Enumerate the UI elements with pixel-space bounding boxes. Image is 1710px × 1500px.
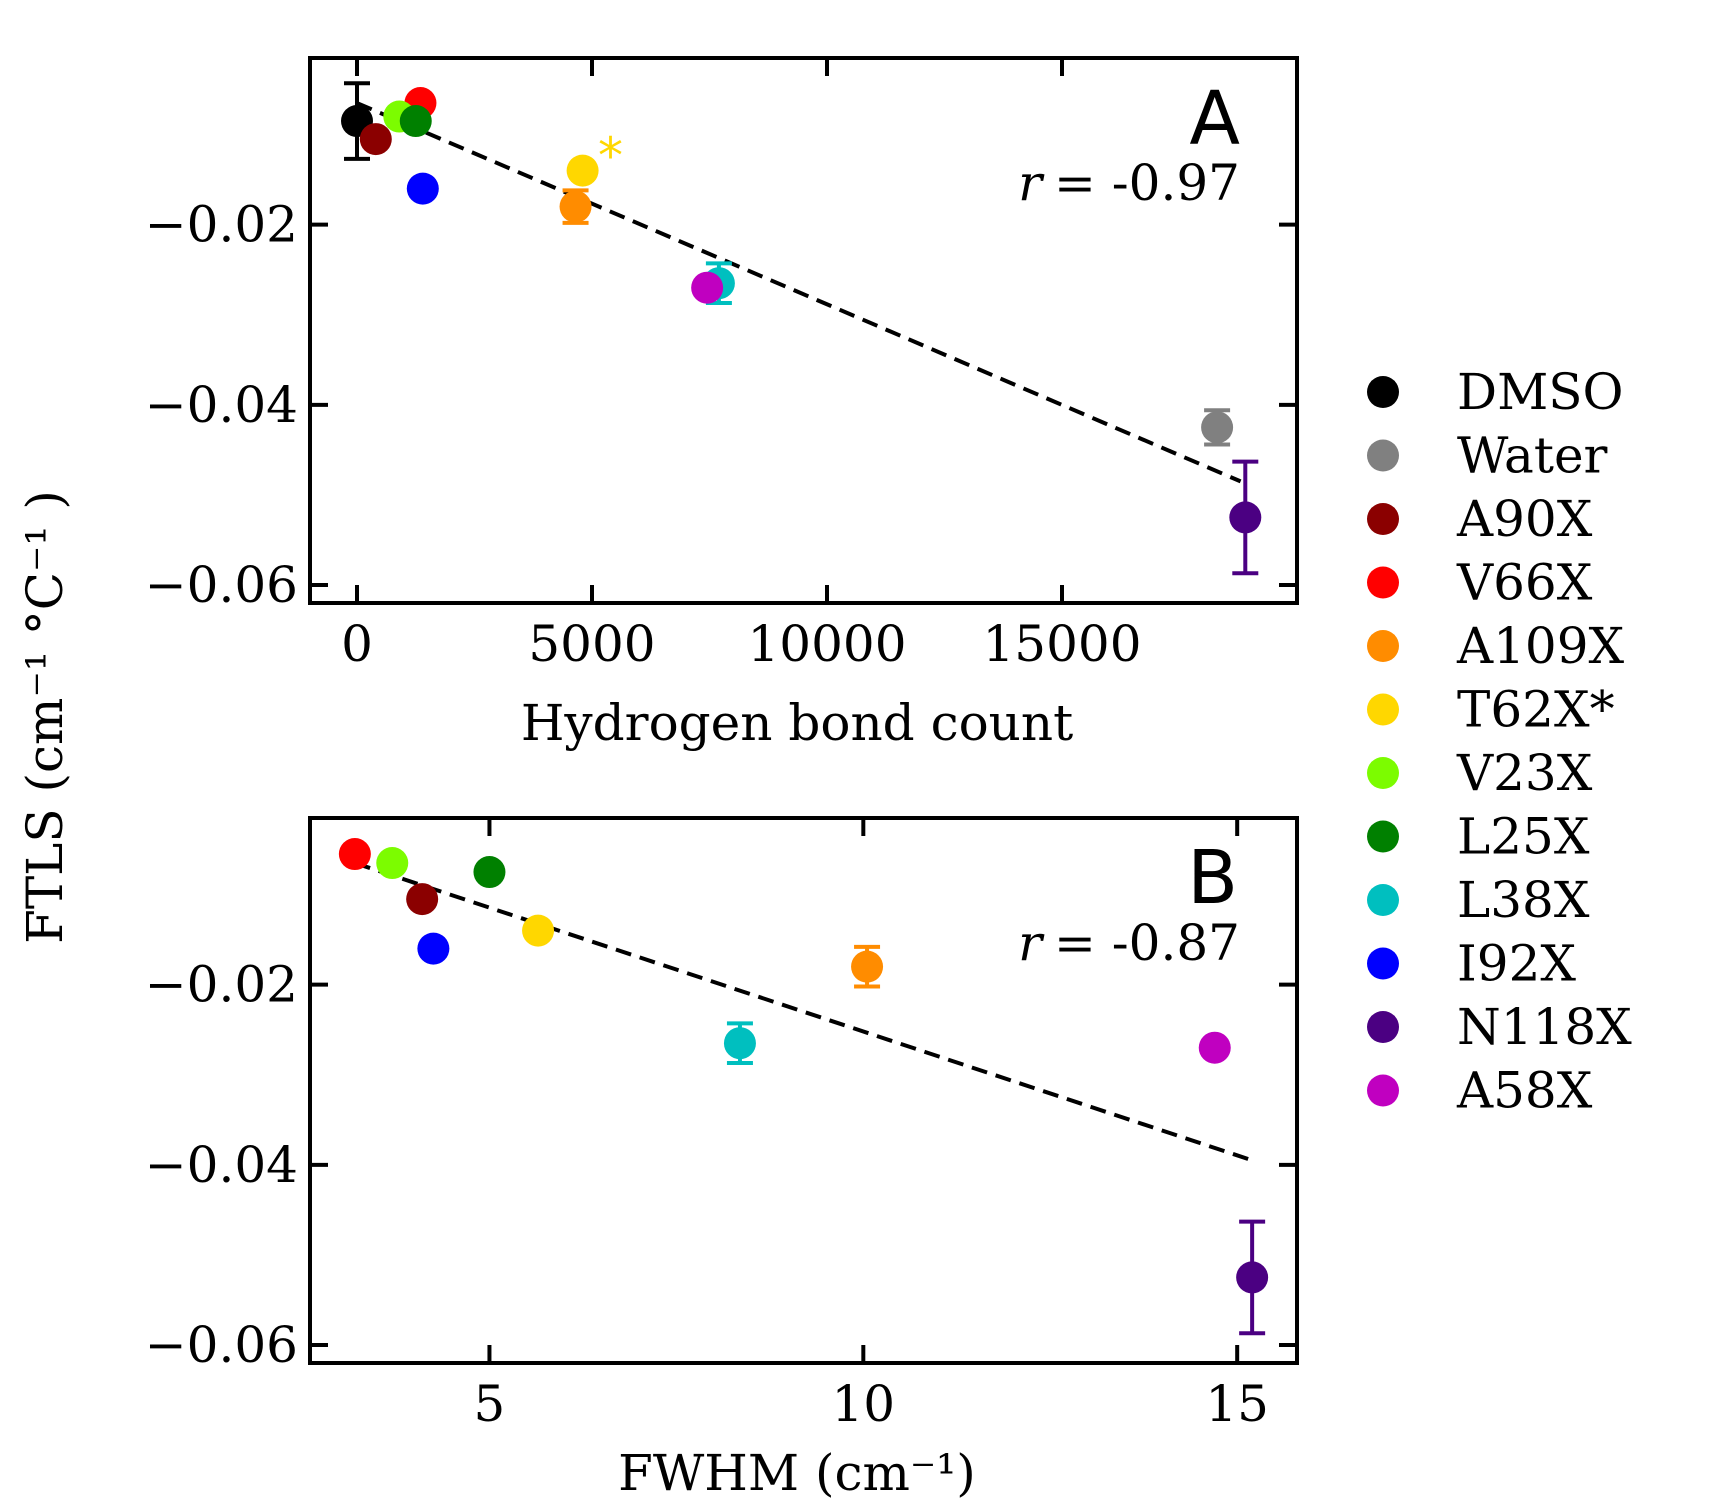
x-tick-labels: 5 10 15 bbox=[474, 1375, 1269, 1433]
legend-label-dmso: DMSO bbox=[1457, 363, 1624, 421]
point-i92x bbox=[406, 172, 439, 205]
legend-marker-n118x bbox=[1367, 1011, 1399, 1043]
panel-a: −0.02 −0.04 −0.06 0 5000 10000 15000 * A r = -… bbox=[145, 56, 1299, 752]
data-points bbox=[341, 81, 1262, 576]
x-tick-label: 10 bbox=[832, 1375, 896, 1433]
y-tick-labels: −0.02 −0.04 −0.06 bbox=[145, 196, 298, 614]
fit-line bbox=[354, 861, 1253, 1163]
y-tick-labels: −0.02 −0.04 −0.06 bbox=[145, 956, 298, 1374]
x-tick-labels: 0 5000 10000 15000 bbox=[341, 615, 1141, 673]
panel-b: −0.02 −0.04 −0.06 5 10 15 B r = -0.87 FWHM (c… bbox=[145, 816, 1299, 1500]
y-tick-label: −0.04 bbox=[145, 376, 298, 434]
legend-marker-i92x bbox=[1367, 947, 1399, 980]
y-tick-label: −0.02 bbox=[145, 196, 298, 254]
r-symbol: r bbox=[1018, 154, 1045, 212]
t62x-star-annotation: * bbox=[598, 127, 623, 185]
point-v66x bbox=[338, 838, 371, 871]
panel-label-a: A bbox=[1189, 76, 1240, 162]
y-tick-label: −0.04 bbox=[145, 1136, 298, 1194]
legend-marker-water bbox=[1367, 439, 1399, 472]
legend-label-t62x: T62X* bbox=[1457, 681, 1615, 739]
legend-marker-t62x bbox=[1367, 693, 1399, 726]
y-tick-label: −0.06 bbox=[145, 1316, 298, 1374]
legend-marker-a90x bbox=[1367, 503, 1399, 535]
legend-label-i92x: I92X bbox=[1457, 935, 1576, 993]
x-tick-label: 5000 bbox=[528, 615, 655, 673]
point-a90x bbox=[406, 883, 439, 916]
fit-line bbox=[356, 101, 1242, 484]
point-a90x bbox=[359, 123, 392, 156]
tick-marks bbox=[310, 818, 1297, 1363]
data-points bbox=[338, 838, 1269, 1336]
legend-label-a90x: A90X bbox=[1456, 490, 1593, 548]
point-t62x bbox=[566, 154, 599, 187]
x-tick-label: 0 bbox=[341, 615, 373, 673]
point-t62x bbox=[522, 914, 555, 947]
x-axis-label-b: FWHM (cm⁻¹) bbox=[618, 1444, 976, 1500]
panel-label-b: B bbox=[1187, 835, 1238, 921]
correlation-label-a: r = -0.97 bbox=[1018, 154, 1240, 212]
legend-label-l25x: L25X bbox=[1457, 808, 1590, 866]
point-a58x bbox=[691, 271, 724, 304]
shared-y-axis-label: FTLS (cm⁻¹ °C⁻¹ ) bbox=[16, 490, 74, 944]
x-tick-label: 5 bbox=[474, 1375, 506, 1433]
plot-frame bbox=[308, 816, 1299, 1365]
x-tick-label: 10000 bbox=[747, 615, 906, 673]
legend-label-v23x: V23X bbox=[1456, 744, 1593, 802]
point-a109x bbox=[851, 950, 884, 983]
point-water bbox=[1201, 411, 1234, 444]
r-symbol: r bbox=[1018, 914, 1045, 972]
tick-marks bbox=[310, 58, 1297, 603]
legend-label-v66x: V66X bbox=[1456, 554, 1593, 612]
x-axis-label-a: Hydrogen bond count bbox=[521, 694, 1073, 752]
legend-label-water: Water bbox=[1457, 427, 1608, 485]
legend-marker-l38x bbox=[1367, 884, 1399, 916]
y-tick-label: −0.06 bbox=[145, 556, 298, 614]
point-a58x bbox=[1198, 1031, 1231, 1064]
legend-label-a109x: A109X bbox=[1456, 617, 1625, 675]
point-l25x bbox=[473, 856, 506, 889]
plot-frame bbox=[308, 56, 1299, 605]
legend-marker-a109x bbox=[1367, 630, 1399, 662]
point-v23x bbox=[376, 847, 409, 880]
legend-label-a58x: A58X bbox=[1456, 1062, 1593, 1120]
legend-label-l38x: L38X bbox=[1457, 871, 1590, 929]
point-i92x bbox=[417, 932, 450, 965]
legend-marker-a58x bbox=[1367, 1074, 1399, 1107]
point-a109x bbox=[559, 190, 592, 223]
legend-marker-v23x bbox=[1367, 757, 1399, 789]
point-l25x bbox=[399, 105, 432, 138]
point-l38x bbox=[723, 1027, 756, 1060]
legend-marker-v66x bbox=[1367, 566, 1399, 599]
legend-marker-l25x bbox=[1367, 820, 1399, 853]
r-value: = -0.87 bbox=[1054, 914, 1240, 972]
legend-marker-dmso bbox=[1367, 376, 1399, 408]
x-tick-label: 15000 bbox=[982, 615, 1141, 673]
point-n118x bbox=[1236, 1261, 1269, 1294]
y-tick-label: −0.02 bbox=[145, 956, 298, 1014]
r-value: = -0.97 bbox=[1054, 154, 1240, 212]
correlation-label-b: r = -0.87 bbox=[1018, 914, 1240, 972]
x-tick-label: 15 bbox=[1205, 1375, 1269, 1433]
point-n118x bbox=[1229, 501, 1262, 534]
legend-label-n118x: N118X bbox=[1457, 998, 1632, 1056]
